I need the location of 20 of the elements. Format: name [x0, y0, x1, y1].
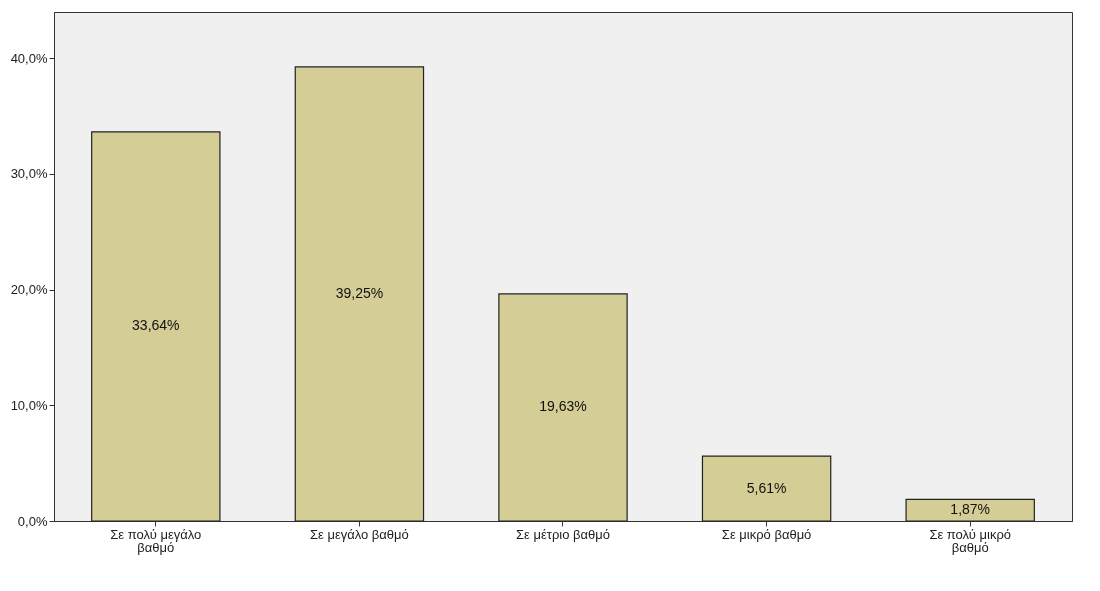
bar — [294, 66, 425, 522]
x-tick-label: Σε πολύ μικρό βαθμό — [929, 526, 1012, 555]
bar — [905, 498, 1035, 522]
data-label: 19,63% — [539, 398, 587, 415]
data-label: 33,64% — [132, 317, 180, 334]
x-tick-label: Σε μικρό βαθμό — [721, 526, 812, 542]
bar — [498, 293, 628, 522]
y-tick-label: 30,0% — [10, 166, 48, 182]
data-label: 1,87% — [950, 501, 991, 518]
bar — [701, 455, 832, 522]
x-tick-label: Σε μέτριο βαθμό — [516, 526, 610, 542]
bar — [91, 131, 221, 522]
y-tick-label: 40,0% — [10, 50, 48, 66]
data-label: 39,25% — [335, 284, 384, 301]
y-tick-label: 10,0% — [10, 397, 48, 413]
x-tick-label: Σε μεγάλο βαθμό — [309, 526, 409, 542]
y-tick-label: 0,0% — [17, 513, 48, 529]
x-tick-label: Σε πολύ μεγάλο βαθμό — [110, 526, 202, 555]
y-tick-label: 20,0% — [10, 282, 48, 298]
data-label: 5,61% — [746, 479, 787, 496]
